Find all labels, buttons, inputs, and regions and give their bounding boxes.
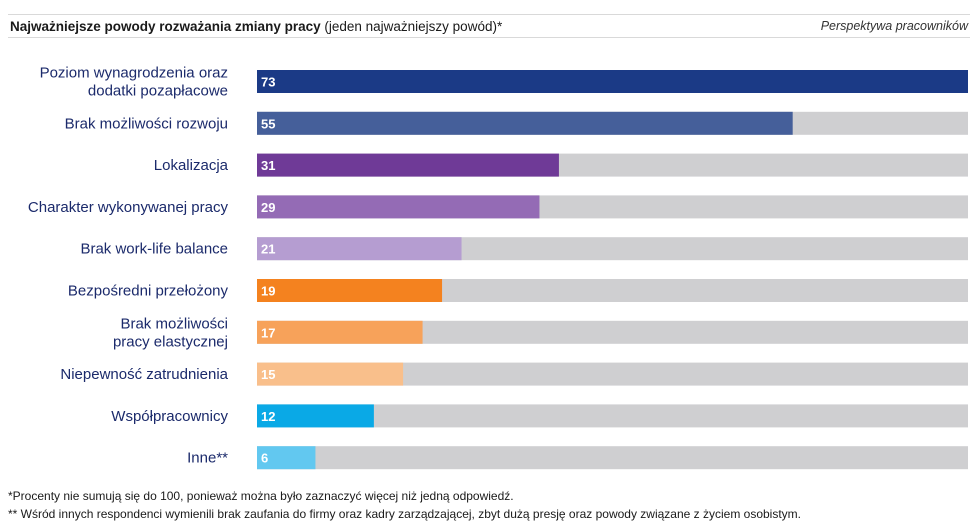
bar-track <box>257 404 968 428</box>
bar-row: 6 Inne** <box>187 446 968 470</box>
category-label-line: Poziom wynagrodzenia oraz <box>40 65 228 82</box>
bar-track <box>257 320 968 344</box>
bar-row: 29 Charakter wykonywanej pracy <box>28 195 968 219</box>
category-label: Charakter wykonywanej pracy <box>28 199 229 216</box>
category-label: Inne** <box>187 450 228 467</box>
category-label-line: Brak możliwości <box>120 315 228 332</box>
category-label-line: Charakter wykonywanej pracy <box>28 199 229 216</box>
bar-value-label: 21 <box>261 242 275 257</box>
bar-chart: 73 Poziom wynagrodzenia oraz dodatki pozap… <box>28 65 968 470</box>
bar-row: 31 Lokalizacja <box>154 153 968 177</box>
bar <box>257 111 793 135</box>
chart-title-bold: Najważniejsze powody rozważania zmiany p… <box>10 18 321 34</box>
category-label: Bezpośredni przełożony <box>68 283 229 300</box>
bar-track <box>257 362 968 386</box>
bar <box>257 70 968 93</box>
bar <box>257 237 462 261</box>
category-label-line: Brak możliwości rozwoju <box>65 115 228 132</box>
bar-row: 17 Brak możliwości pracy elastycznej <box>113 315 968 350</box>
category-label-line: pracy elastycznej <box>113 333 228 350</box>
bar-row: 19 Bezpośredni przełożony <box>68 279 968 302</box>
category-label-line: dodatki pozapłacowe <box>88 83 228 100</box>
chart-title: Najważniejsze powody rozważania zmiany p… <box>10 19 502 34</box>
bar-row: 21 Brak work-life balance <box>80 237 968 261</box>
bar-value-label: 19 <box>261 284 275 299</box>
bar-value-label: 55 <box>261 116 275 131</box>
bar <box>257 279 443 302</box>
category-label: Brak możliwości pracy elastycznej <box>113 315 228 350</box>
footnotes: *Procenty nie sumują się do 100, poniewa… <box>8 487 973 523</box>
bar-value-label: 6 <box>261 451 268 466</box>
bar <box>257 404 374 428</box>
category-label-line: Bezpośredni przełożony <box>68 283 229 300</box>
bar-row: 55 Brak możliwości rozwoju <box>65 111 968 135</box>
bar-value-label: 73 <box>261 75 275 90</box>
category-label-line: Niepewność zatrudnienia <box>60 366 228 383</box>
bar-value-label: 17 <box>261 325 275 340</box>
bar-row: 73 Poziom wynagrodzenia oraz dodatki pozap… <box>40 65 968 100</box>
perspective-label: Perspektywa pracowników <box>820 19 968 33</box>
bar-row: 15 Niepewność zatrudnienia <box>60 362 968 386</box>
bar <box>257 320 423 344</box>
bar-track <box>257 446 968 470</box>
category-label-line: Współpracownicy <box>111 408 228 425</box>
bar <box>257 446 316 470</box>
bar-value-label: 12 <box>261 409 275 424</box>
footnote-1: *Procenty nie sumują się do 100, poniewa… <box>8 489 514 503</box>
bar <box>257 195 540 219</box>
footnote-2: ** Wśród innych respondenci wymienili br… <box>8 507 802 521</box>
category-label: Poziom wynagrodzenia oraz dodatki pozapła… <box>40 65 228 100</box>
chart-title-rest: (jeden najważniejszy powód)* <box>320 18 503 34</box>
bar <box>257 153 559 177</box>
bar <box>257 362 404 386</box>
chart-header: Najważniejsze powody rozważania zmiany p… <box>8 14 970 38</box>
bar-row: 12 Współpracownicy <box>111 404 968 428</box>
category-label: Brak możliwości rozwoju <box>65 115 228 132</box>
category-label: Brak work-life balance <box>80 241 228 258</box>
category-label-line: Inne** <box>187 450 228 467</box>
bar-value-label: 29 <box>261 200 275 215</box>
bar-value-label: 31 <box>261 158 275 173</box>
category-label: Niepewność zatrudnienia <box>60 366 228 383</box>
category-label-line: Brak work-life balance <box>80 241 228 258</box>
bar-value-label: 15 <box>261 367 275 382</box>
category-label: Lokalizacja <box>154 157 229 174</box>
category-label: Współpracownicy <box>111 408 228 425</box>
category-label-line: Lokalizacja <box>154 157 229 174</box>
